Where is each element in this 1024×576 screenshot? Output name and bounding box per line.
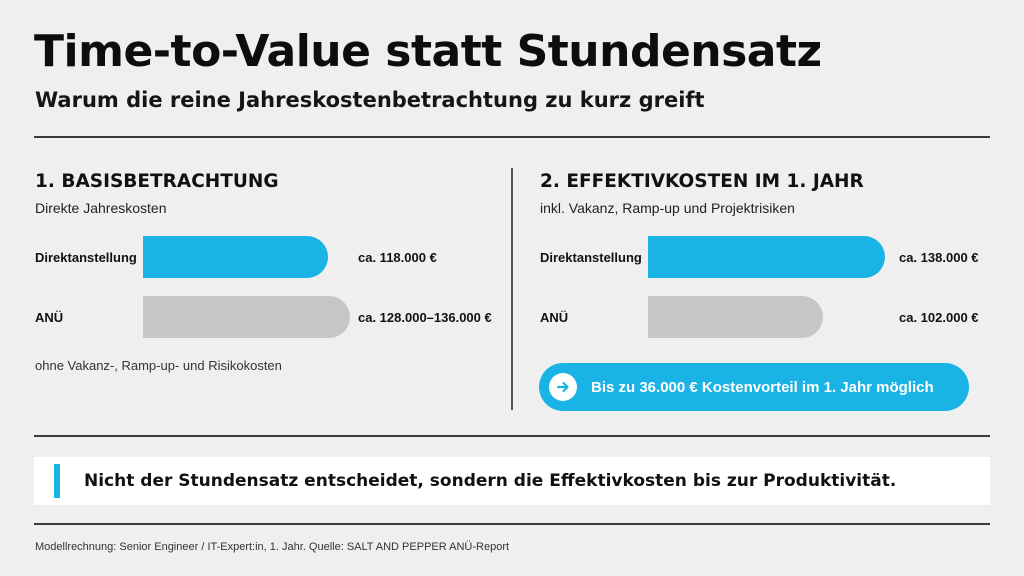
basis-value-anue: ca. 128.000–136.000 €: [358, 310, 492, 325]
panel-effektiv-subtitle: inkl. Vakanz, Ramp-up und Projektrisiken: [540, 200, 795, 216]
panel-basis-subtitle: Direkte Jahreskosten: [35, 200, 167, 216]
basis-label-direktanstellung: Direktanstellung: [35, 250, 137, 265]
basis-value-direktanstellung: ca. 118.000 €: [358, 250, 437, 265]
page-title: Time-to-Value statt Stundensatz: [34, 26, 822, 77]
basis-bar-anue: [143, 296, 350, 338]
effektiv-bar-anue: [648, 296, 823, 338]
basis-note: ohne Vakanz-, Ramp-up- und Risikokosten: [35, 358, 282, 373]
basis-bar-direktanstellung: [143, 236, 328, 278]
page-subtitle: Warum die reine Jahreskostenbetrachtung …: [35, 88, 705, 112]
effektiv-value-direktanstellung: ca. 138.000 €: [899, 250, 979, 265]
middle-divider: [34, 435, 990, 437]
effektiv-label-direktanstellung: Direktanstellung: [540, 250, 642, 265]
effektiv-value-anue: ca. 102.000 €: [899, 310, 979, 325]
bottom-divider: [34, 523, 990, 525]
summary-box: Nicht der Stundensatz entscheidet, sonde…: [34, 457, 990, 505]
effektiv-bar-direktanstellung: [648, 236, 885, 278]
savings-callout: Bis zu 36.000 € Kostenvorteil im 1. Jahr…: [539, 363, 969, 411]
basis-label-anue: ANÜ: [35, 310, 64, 325]
summary-accent-bar: [54, 464, 60, 498]
effektiv-label-anue: ANÜ: [540, 310, 569, 325]
summary-text: Nicht der Stundensatz entscheidet, sonde…: [84, 471, 897, 491]
arrow-right-icon: [549, 373, 577, 401]
panel-effektiv-title: 2. EFFEKTIVKOSTEN IM 1. JAHR: [540, 171, 864, 192]
top-divider: [34, 136, 990, 138]
panel-basis-title: 1. BASISBETRACHTUNG: [35, 171, 279, 192]
footer-source: Modellrechnung: Senior Engineer / IT-Exp…: [35, 541, 510, 553]
panel-divider: [511, 168, 513, 410]
savings-callout-text: Bis zu 36.000 € Kostenvorteil im 1. Jahr…: [591, 378, 934, 396]
